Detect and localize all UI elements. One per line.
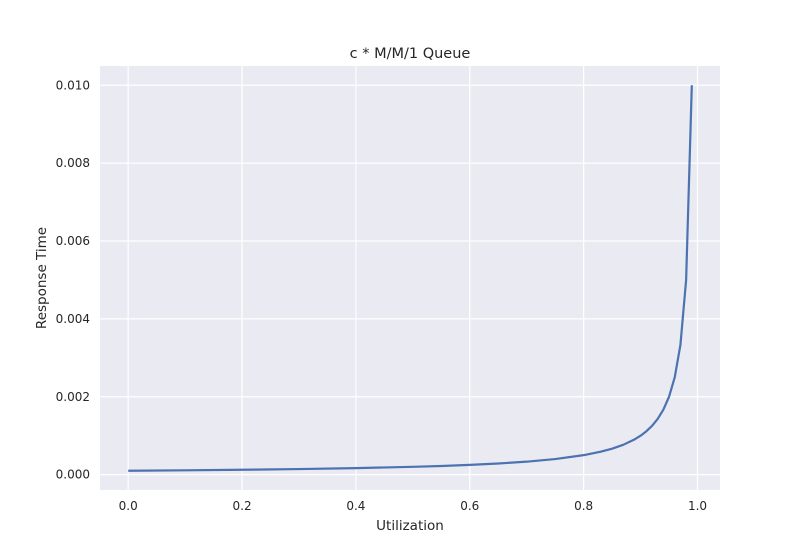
x-tick-label: 0.8	[574, 499, 593, 513]
y-tick-label: 0.000	[56, 468, 90, 482]
plot-area	[100, 66, 720, 490]
series-line	[128, 85, 693, 472]
y-tick-labels: 0.000 0.002 0.004 0.006 0.008 0.010	[56, 78, 90, 481]
y-tick-label: 0.008	[56, 156, 90, 170]
x-axis-label: Utilization	[376, 518, 444, 534]
y-axis-label: Response Time	[34, 227, 50, 329]
x-tick-label: 0.2	[233, 499, 252, 513]
y-tick-label: 0.010	[56, 78, 90, 92]
x-tick-labels: 0.0 0.2 0.4 0.6 0.8 1.0	[119, 499, 707, 513]
series-layer	[128, 85, 693, 472]
y-tick-label: 0.002	[56, 390, 90, 404]
x-tick-label: 0.6	[460, 499, 479, 513]
chart-title: c * M/M/1 Queue	[350, 46, 471, 62]
x-tick-label: 0.0	[119, 499, 138, 513]
x-tick-label: 0.4	[346, 499, 365, 513]
x-tick-label: 1.0	[688, 499, 707, 513]
y-tick-label: 0.006	[56, 234, 90, 248]
grid	[100, 66, 720, 490]
y-tick-label: 0.004	[56, 312, 90, 326]
